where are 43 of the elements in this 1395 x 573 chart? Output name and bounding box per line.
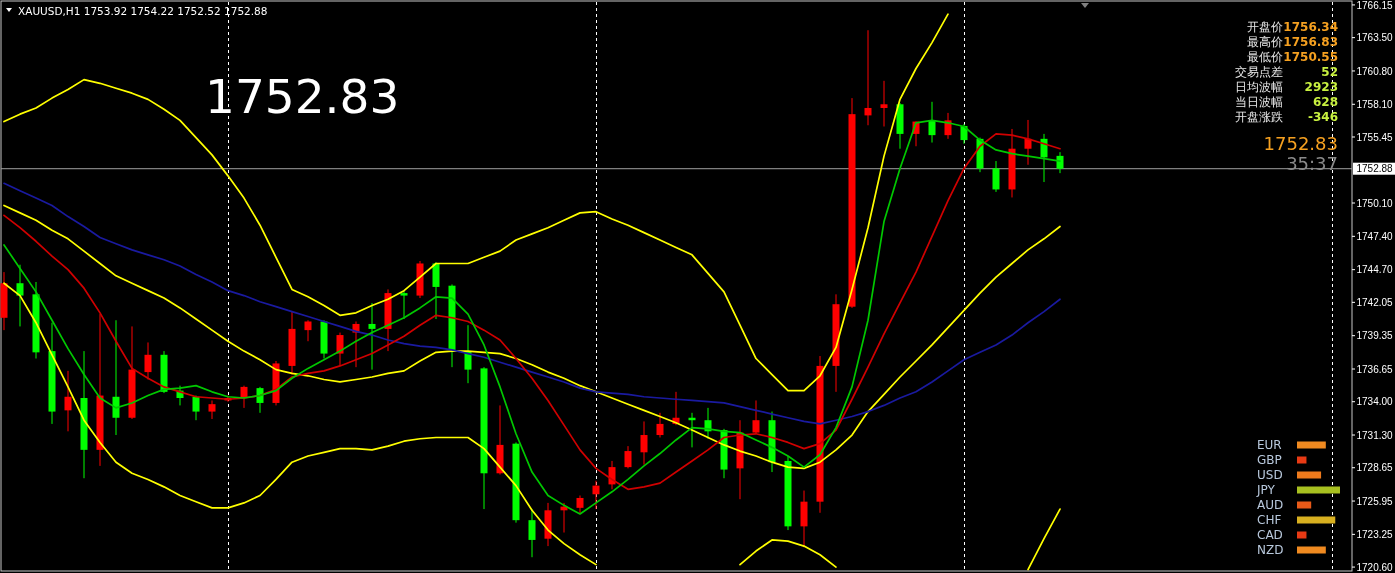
ytick: 1755.45: [1356, 131, 1393, 143]
card-label: 开盘价: [1247, 20, 1283, 34]
ytick: 1725.95: [1356, 495, 1393, 507]
ytick: 1766.15: [1356, 0, 1393, 11]
card-label: 当日波幅: [1235, 95, 1283, 109]
ytick: 1760.80: [1356, 65, 1393, 77]
ytick: 1731.30: [1356, 429, 1393, 441]
bar-label: EUR: [1257, 438, 1282, 452]
ytick: 1742.05: [1356, 296, 1393, 308]
bar-label: NZD: [1257, 543, 1284, 557]
annotation: 1752.83: [1263, 133, 1338, 154]
bar-label: AUD: [1257, 498, 1284, 512]
ytick: 1736.65: [1356, 363, 1393, 375]
bar-label: GBP: [1257, 453, 1282, 467]
bar-label: CAD: [1257, 528, 1283, 542]
annotation: 1752.83: [205, 69, 400, 124]
bar-label: USD: [1257, 468, 1283, 482]
ytick: 1744.70: [1356, 264, 1393, 276]
bar-label: CHF: [1257, 513, 1282, 527]
card-value: -346: [1307, 110, 1338, 124]
ytick: 1728.65: [1356, 462, 1393, 474]
card-label: 日均波幅: [1235, 80, 1283, 94]
card-label: 最高价: [1247, 35, 1283, 49]
ytick: 1723.25: [1356, 528, 1393, 540]
ytick: 1720.60: [1356, 561, 1393, 573]
ytick: 1739.35: [1356, 330, 1393, 342]
card-label: 交易点差: [1235, 65, 1283, 79]
card-value: 52: [1321, 65, 1338, 79]
ref-label: 1752.88: [1356, 163, 1393, 175]
card-value: 628: [1312, 95, 1338, 109]
title: XAUUSD,H1 1753.92 1754.22 1752.52 1752.88: [18, 5, 268, 17]
card-value: 2923: [1304, 80, 1338, 94]
ytick: 1758.10: [1356, 98, 1393, 110]
card-value: 1756.34: [1283, 20, 1338, 34]
bar-label: JPY: [1257, 483, 1275, 497]
card-label: 开盘涨跌: [1235, 110, 1283, 124]
card-label: 最低价: [1247, 50, 1283, 64]
card-value: 1750.55: [1283, 50, 1338, 64]
ytick: 1750.10: [1356, 197, 1393, 209]
ytick: 1763.50: [1356, 32, 1393, 44]
ytick: 1734.00: [1356, 396, 1393, 408]
card-value: 1756.83: [1283, 35, 1338, 49]
ytick: 1747.40: [1356, 230, 1393, 242]
